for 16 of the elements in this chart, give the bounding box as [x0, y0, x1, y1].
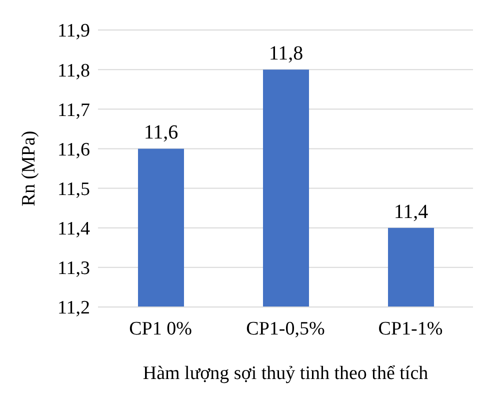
data-label: 11,6 [144, 122, 178, 144]
data-label: 11,8 [268, 42, 304, 65]
y-tick-label: 11,4 [57, 218, 90, 240]
x-tick-label: CP1-1% [378, 318, 443, 340]
x-tick-label: CP1-0,5% [246, 318, 325, 340]
y-axis-title: Rn (MPa) [18, 130, 40, 206]
y-tick-label: 11,8 [57, 60, 90, 82]
x-axis-title: Hàm lượng sợi thuỷ tinh theo thể tích [142, 363, 429, 384]
y-tick-label: 11,5 [57, 179, 90, 200]
y-tick-label: 11,3 [57, 258, 90, 280]
y-tick-label: 11,6 [57, 139, 90, 160]
x-tick-label: CP1 0% [129, 318, 192, 340]
y-tick-label: 11,9 [57, 20, 90, 42]
y-tick-label: 11,7 [57, 100, 90, 121]
data-label: 11,4 [394, 200, 428, 223]
y-tick-label: 11,2 [57, 298, 90, 319]
